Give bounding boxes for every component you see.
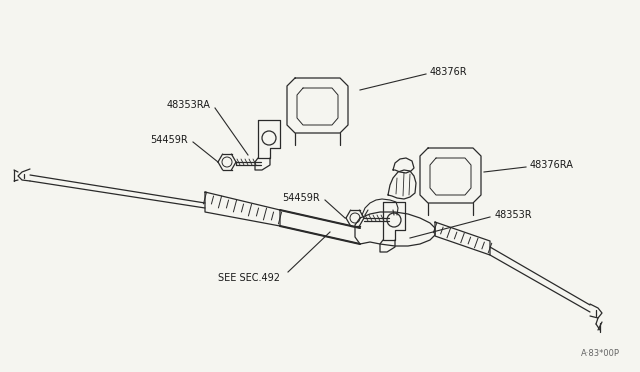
Text: 48353R: 48353R [495, 210, 532, 220]
Text: A·83*00P: A·83*00P [581, 349, 620, 358]
Text: 48376R: 48376R [430, 67, 468, 77]
Text: 48376RA: 48376RA [530, 160, 574, 170]
Text: 54459R: 54459R [282, 193, 320, 203]
Text: 54459R: 54459R [150, 135, 188, 145]
Text: 48353RA: 48353RA [166, 100, 210, 110]
Text: SEE SEC.492: SEE SEC.492 [218, 273, 280, 283]
